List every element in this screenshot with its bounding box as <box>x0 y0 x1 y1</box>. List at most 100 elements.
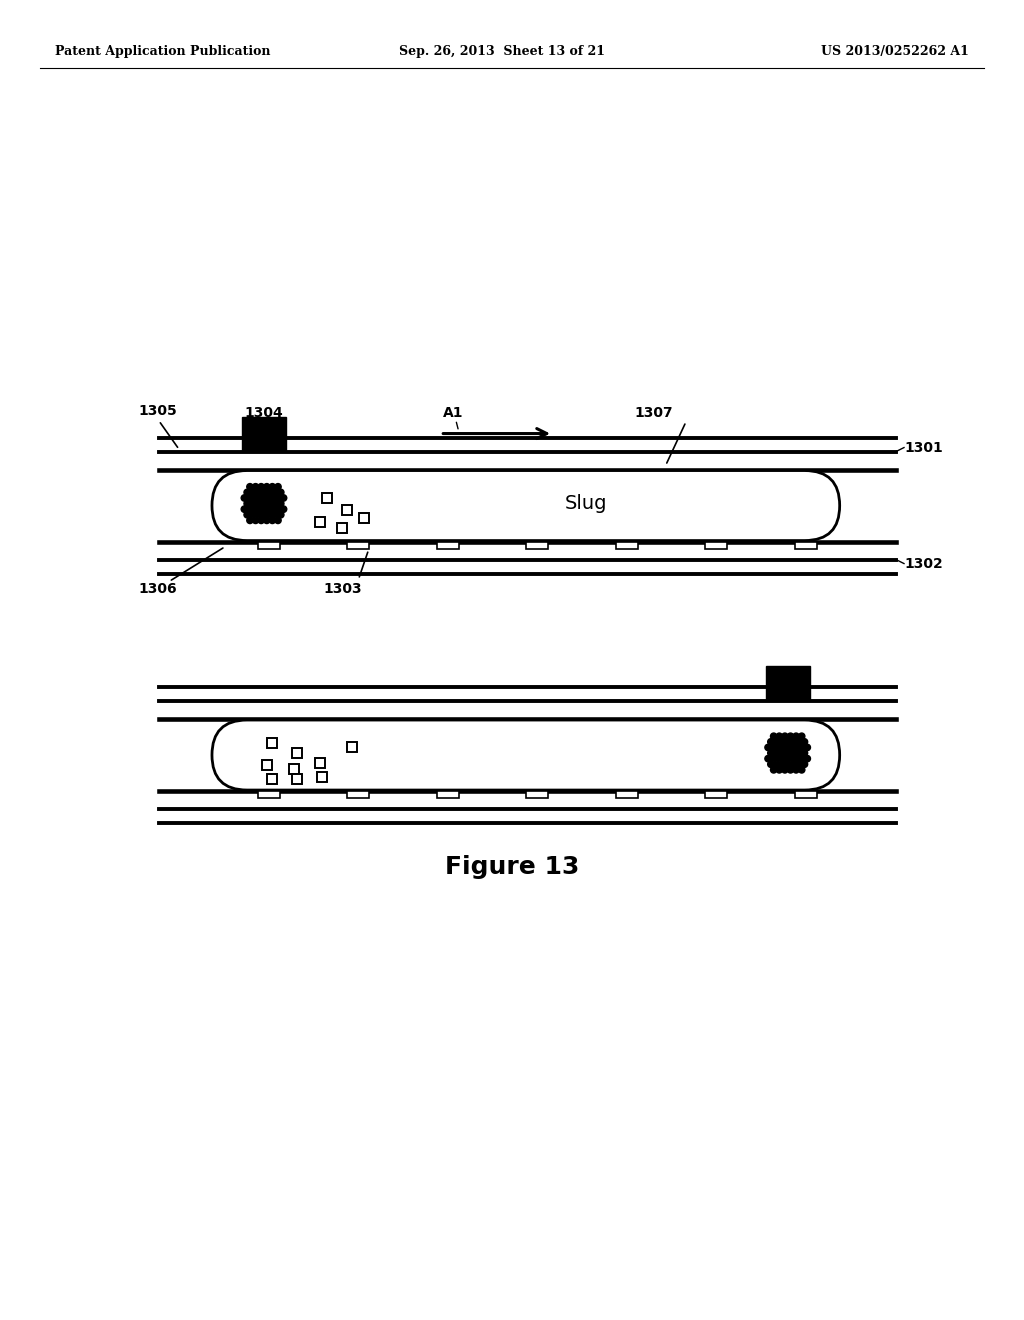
Circle shape <box>804 755 810 762</box>
Circle shape <box>247 495 253 502</box>
Bar <box>347 791 370 799</box>
Circle shape <box>787 733 794 739</box>
Circle shape <box>255 512 261 517</box>
Circle shape <box>776 744 782 751</box>
Circle shape <box>781 744 788 751</box>
Circle shape <box>768 750 774 756</box>
Circle shape <box>272 500 279 507</box>
Bar <box>267 738 276 748</box>
Circle shape <box>793 733 800 739</box>
Bar <box>292 774 302 784</box>
Circle shape <box>791 762 797 767</box>
Bar <box>315 516 325 527</box>
Bar <box>292 748 302 758</box>
Text: 1307: 1307 <box>635 405 674 420</box>
Circle shape <box>776 733 782 739</box>
Circle shape <box>274 483 282 490</box>
Circle shape <box>768 762 774 767</box>
Text: Slug: Slug <box>564 494 607 513</box>
Circle shape <box>247 483 253 490</box>
Circle shape <box>242 495 248 502</box>
Circle shape <box>799 733 805 739</box>
Bar <box>706 791 727 799</box>
Circle shape <box>779 739 785 744</box>
Circle shape <box>779 762 785 767</box>
Circle shape <box>787 744 794 751</box>
Circle shape <box>250 500 256 507</box>
Circle shape <box>793 744 800 751</box>
Circle shape <box>804 744 810 751</box>
Circle shape <box>266 500 272 507</box>
Circle shape <box>773 739 779 744</box>
Circle shape <box>247 517 253 524</box>
Text: US 2013/0252262 A1: US 2013/0252262 A1 <box>821 45 969 58</box>
Bar <box>795 791 817 799</box>
Text: 1302: 1302 <box>904 557 943 570</box>
Circle shape <box>263 495 270 502</box>
Circle shape <box>272 512 279 517</box>
Circle shape <box>269 517 275 524</box>
Circle shape <box>252 495 259 502</box>
Bar <box>526 541 549 549</box>
Circle shape <box>263 517 270 524</box>
Bar <box>437 541 459 549</box>
Bar <box>706 541 727 549</box>
Text: Figure 13: Figure 13 <box>444 855 580 879</box>
Bar <box>322 492 332 503</box>
Circle shape <box>799 767 805 774</box>
Circle shape <box>787 767 794 774</box>
Circle shape <box>791 739 797 744</box>
Circle shape <box>258 483 264 490</box>
Bar <box>258 541 280 549</box>
Circle shape <box>796 739 802 744</box>
Circle shape <box>250 490 256 495</box>
Circle shape <box>250 512 256 517</box>
Bar <box>242 417 286 450</box>
Circle shape <box>244 512 250 517</box>
Circle shape <box>765 744 771 751</box>
Circle shape <box>252 506 259 512</box>
Circle shape <box>773 762 779 767</box>
Bar <box>315 758 325 768</box>
Circle shape <box>278 490 284 495</box>
Circle shape <box>278 512 284 517</box>
Circle shape <box>263 483 270 490</box>
Circle shape <box>274 517 282 524</box>
Circle shape <box>242 506 248 512</box>
Circle shape <box>266 490 272 495</box>
Circle shape <box>261 490 267 495</box>
Circle shape <box>281 506 287 512</box>
Circle shape <box>791 750 797 756</box>
Bar <box>337 523 347 532</box>
Circle shape <box>281 495 287 502</box>
Circle shape <box>781 755 788 762</box>
Circle shape <box>793 755 800 762</box>
Circle shape <box>263 506 270 512</box>
Circle shape <box>272 490 279 495</box>
Text: 1301: 1301 <box>904 441 943 454</box>
Bar <box>615 791 638 799</box>
Bar <box>262 760 272 770</box>
Circle shape <box>773 750 779 756</box>
Circle shape <box>255 490 261 495</box>
Circle shape <box>252 517 259 524</box>
FancyBboxPatch shape <box>212 470 840 541</box>
Text: 1305: 1305 <box>138 404 177 417</box>
Circle shape <box>278 500 284 507</box>
Circle shape <box>258 517 264 524</box>
Circle shape <box>779 750 785 756</box>
Circle shape <box>770 767 777 774</box>
Bar <box>347 541 370 549</box>
Circle shape <box>770 755 777 762</box>
Text: 1303: 1303 <box>324 582 362 595</box>
Bar <box>359 512 369 523</box>
Bar <box>766 667 810 700</box>
Circle shape <box>796 750 802 756</box>
FancyBboxPatch shape <box>212 719 840 791</box>
Circle shape <box>269 483 275 490</box>
Text: Patent Application Publication: Patent Application Publication <box>55 45 270 58</box>
Circle shape <box>784 750 791 756</box>
Circle shape <box>776 755 782 762</box>
Circle shape <box>274 495 282 502</box>
Text: 1304: 1304 <box>245 405 284 420</box>
